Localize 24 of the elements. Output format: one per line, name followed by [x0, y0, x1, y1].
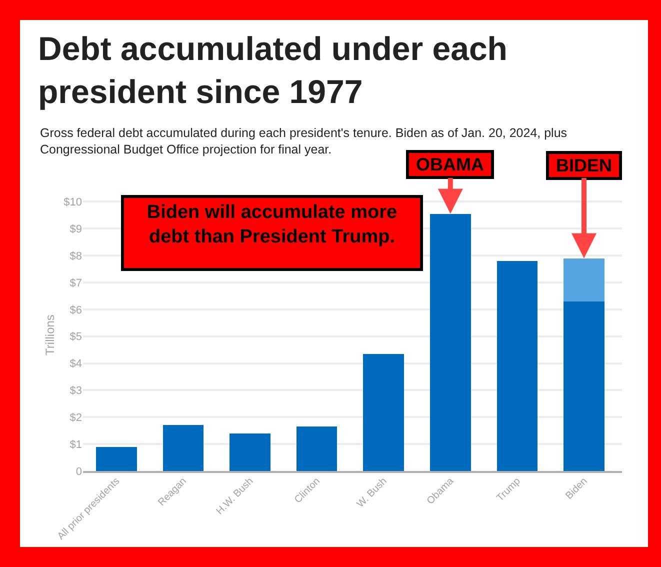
y-tick-label: $6: [70, 304, 82, 316]
annotation: BIDEN: [551, 156, 618, 176]
y-axis-title: Trillions: [42, 314, 57, 356]
annotation: OBAMA: [411, 154, 489, 174]
y-tick-label: $9: [70, 223, 82, 236]
y-tick-label: $4: [70, 358, 82, 370]
bar: [564, 301, 604, 471]
y-tick-label: $7: [70, 277, 82, 290]
y-tick-label: $1: [70, 438, 82, 451]
y-tick-label: $5: [70, 331, 82, 344]
bar: [363, 354, 404, 471]
bar: [296, 426, 338, 471]
chart-title: Debt accumulated under each president since 1977: [38, 30, 508, 110]
annotation: Biden will accumulate more debt than President Trump.: [146, 202, 398, 248]
y-tick-label: $8: [70, 250, 82, 262]
bar: [162, 425, 204, 471]
y-tick-label: $10: [64, 196, 82, 209]
bar: [496, 260, 538, 471]
bar: [230, 433, 270, 471]
y-tick-label: 0: [76, 466, 82, 478]
chart-subtitle: Gross federal debt accumulated during each president's tenure. Biden as of Jan. 20, 2024, plus Congressional Budget Office projection for final year.: [40, 126, 568, 156]
y-tick-label: $2: [70, 412, 82, 424]
y-tick-label: $3: [70, 385, 82, 398]
bar: [96, 446, 137, 471]
